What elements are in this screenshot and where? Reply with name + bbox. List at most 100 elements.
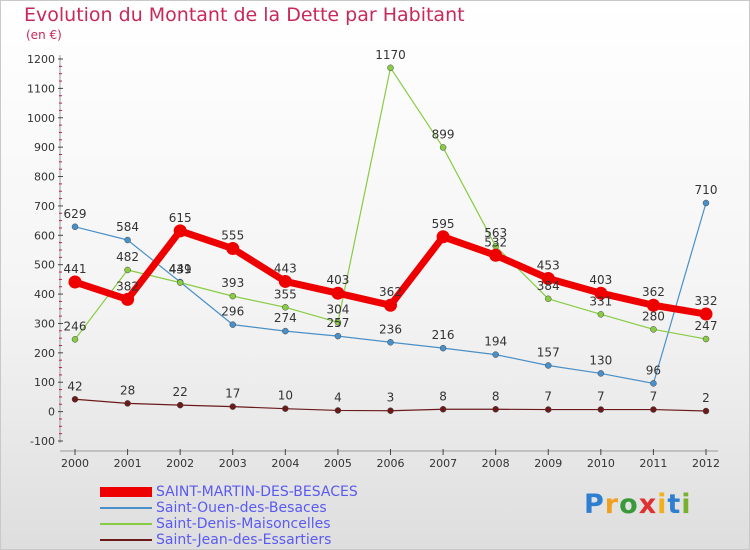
data-point-saint-denis-maisoncelles: [702, 335, 710, 343]
data-point-saint-martin-des-besaces: [436, 230, 450, 244]
data-label-saint-martin-des-besaces: 382: [116, 279, 139, 293]
x-tick-label: 2011: [639, 457, 667, 470]
data-point-saint-jean-des-essartiers: [71, 396, 79, 403]
data-label-saint-denis-maisoncelles: 384: [537, 279, 560, 293]
data-label-saint-denis-maisoncelles: 304: [326, 302, 349, 316]
logo-letter: i: [681, 489, 692, 520]
data-label-saint-ouen-des-besaces: 130: [589, 353, 612, 367]
data-label-saint-martin-des-besaces: 362: [379, 285, 402, 299]
data-label-saint-ouen-des-besaces: 236: [379, 322, 402, 336]
y-tick-label: 800: [34, 171, 55, 184]
data-label-saint-martin-des-besaces: 453: [537, 259, 560, 273]
data-label-saint-ouen-des-besaces: 296: [221, 305, 244, 319]
data-label-saint-jean-des-essartiers: 17: [225, 387, 240, 401]
legend-label: SAINT-MARTIN-DES-BESACES: [156, 484, 358, 500]
data-label-saint-jean-des-essartiers: 3: [387, 391, 395, 405]
x-tick-label: 2005: [324, 457, 352, 470]
data-point-saint-martin-des-besaces: [68, 275, 82, 289]
data-point-saint-martin-des-besaces: [384, 298, 397, 312]
legend-swatch: [100, 523, 152, 525]
data-point-saint-jean-des-essartiers: [492, 406, 499, 413]
data-point-saint-ouen-des-besaces: [71, 223, 79, 231]
data-label-saint-jean-des-essartiers: 28: [120, 383, 135, 397]
x-tick-label: 2003: [219, 457, 247, 470]
x-tick-label: 2007: [429, 457, 457, 470]
data-label-saint-ouen-des-besaces: 441: [169, 262, 192, 276]
logo-letter: i: [657, 489, 668, 520]
data-point-saint-jean-des-essartiers: [597, 406, 605, 413]
x-tick-label: 2010: [587, 457, 615, 470]
data-label-saint-martin-des-besaces: 443: [274, 261, 297, 275]
data-point-saint-ouen-des-besaces: [545, 362, 552, 369]
data-point-saint-jean-des-essartiers: [282, 405, 289, 412]
data-point-saint-ouen-des-besaces: [334, 332, 342, 340]
data-point-saint-denis-maisoncelles: [650, 326, 657, 333]
data-label-saint-ouen-des-besaces: 629: [64, 207, 87, 221]
logo-letter: P: [584, 489, 605, 520]
x-tick-label: 2000: [61, 457, 89, 470]
data-label-saint-denis-maisoncelles: 280: [642, 309, 665, 323]
data-label-saint-martin-des-besaces: 362: [642, 285, 665, 299]
proxiti-logo: Proxiti: [584, 489, 692, 520]
data-label-saint-martin-des-besaces: 595: [432, 217, 455, 231]
y-tick-label: 400: [34, 288, 55, 301]
data-point-saint-martin-des-besaces: [121, 292, 135, 306]
data-point-saint-denis-maisoncelles: [597, 311, 605, 318]
data-point-saint-ouen-des-besaces: [702, 199, 710, 207]
data-label-saint-martin-des-besaces: 532: [484, 235, 507, 249]
y-tick-label: 600: [34, 229, 55, 242]
series-layer: [68, 64, 713, 415]
data-label-saint-denis-maisoncelles: 393: [221, 276, 244, 290]
x-tick-label: 2001: [114, 457, 142, 470]
data-label-saint-denis-maisoncelles: 246: [64, 319, 87, 333]
y-tick-label: 500: [34, 259, 55, 272]
x-tick-label: 2002: [166, 457, 194, 470]
data-point-saint-denis-maisoncelles: [229, 292, 236, 300]
data-label-saint-ouen-des-besaces: 96: [646, 363, 661, 377]
data-label-saint-jean-des-essartiers: 2: [702, 391, 710, 405]
y-tick-label: 1000: [27, 112, 55, 125]
data-point-saint-denis-maisoncelles: [176, 279, 184, 286]
data-label-saint-martin-des-besaces: 615: [169, 211, 192, 225]
y-tick-label: -100: [30, 435, 55, 448]
data-point-saint-jean-des-essartiers: [176, 401, 184, 409]
data-point-saint-martin-des-besaces: [173, 224, 187, 238]
y-tick-label: 900: [34, 141, 55, 154]
legend-label: Saint-Jean-des-Essartiers: [156, 532, 332, 548]
data-label-saint-jean-des-essartiers: 7: [650, 390, 658, 404]
data-point-saint-martin-des-besaces: [594, 286, 608, 300]
x-tick-label: 2006: [377, 457, 405, 470]
data-point-saint-jean-des-essartiers: [702, 407, 710, 415]
data-label-saint-ouen-des-besaces: 194: [484, 335, 507, 349]
data-point-saint-jean-des-essartiers: [650, 406, 657, 413]
data-point-saint-martin-des-besaces: [699, 307, 713, 321]
data-point-saint-jean-des-essartiers: [545, 406, 552, 413]
x-tick-label: 2009: [534, 457, 562, 470]
data-label-saint-jean-des-essartiers: 22: [173, 385, 188, 399]
data-point-saint-ouen-des-besaces: [650, 380, 657, 387]
data-label-saint-jean-des-essartiers: 10: [278, 389, 293, 403]
data-label-saint-ouen-des-besaces: 710: [695, 183, 718, 197]
data-point-saint-martin-des-besaces: [278, 274, 292, 288]
data-point-saint-jean-des-essartiers: [334, 407, 342, 414]
y-tick-label: 1200: [27, 53, 55, 66]
y-tick-label: 100: [34, 376, 55, 389]
legend-label: Saint-Ouen-des-Besaces: [156, 500, 327, 516]
data-point-saint-ouen-des-besaces: [597, 370, 605, 377]
line-chart: -100 0 100 200 300 400 500 600 700 800 900 1000 1100…: [27, 48, 720, 470]
data-point-saint-denis-maisoncelles: [387, 64, 394, 72]
data-label-saint-ouen-des-besaces: 216: [432, 328, 455, 342]
data-label-saint-denis-maisoncelles: 355: [274, 287, 297, 301]
data-point-saint-denis-maisoncelles: [124, 266, 131, 274]
data-label-saint-martin-des-besaces: 332: [695, 294, 718, 308]
data-label-saint-ouen-des-besaces: 584: [116, 220, 139, 234]
data-point-saint-jean-des-essartiers: [229, 403, 236, 410]
logo-letter: x: [638, 489, 658, 520]
axes: -100 0 100 200 300 400 500 600 700 800 900 1000 1100…: [27, 53, 720, 470]
legend-swatch: [100, 487, 152, 497]
x-tick-label: 2008: [482, 457, 510, 470]
data-point-saint-denis-maisoncelles: [71, 336, 79, 343]
data-label-saint-denis-maisoncelles: 482: [116, 250, 139, 264]
